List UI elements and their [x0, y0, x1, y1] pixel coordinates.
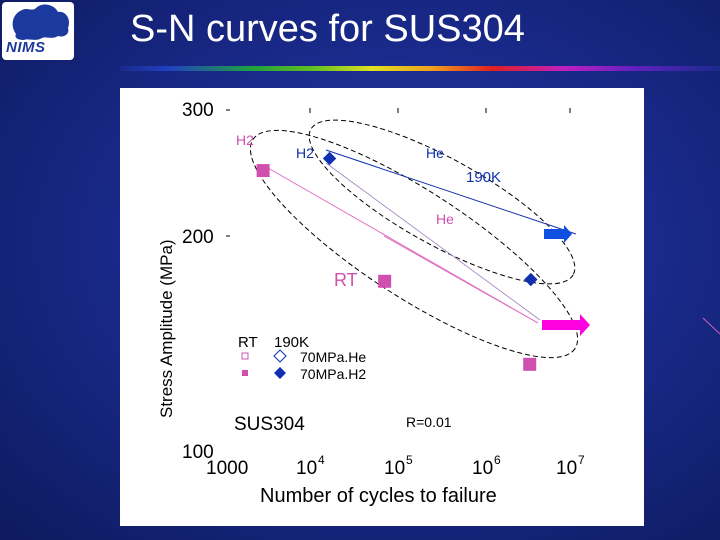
sn-chart: 300 200 100 1000 10 4 10 5 10 6: [157, 100, 590, 507]
nims-logo: NIMS: [2, 2, 74, 60]
envelope-ellipse-rt: [249, 129, 579, 359]
x-tick-base-1e4: 10: [296, 458, 317, 479]
data-point-70mpa-he-rt-0: [523, 357, 537, 371]
fit-line-190k: [325, 149, 577, 235]
chart-panel: 300 200 100 1000 10 4 10 5 10 6: [120, 88, 644, 526]
top-tick-marks: [309, 108, 571, 113]
x-tick-exp-1e7: 7: [578, 453, 585, 467]
annotation-h2-rt: H2: [236, 132, 254, 148]
y-tick-label-200: 200: [182, 227, 214, 248]
annotation-190k: 190K: [466, 169, 501, 186]
nims-logo-emblem: [12, 4, 70, 40]
x-tick-base-1e5: 10: [384, 458, 405, 479]
data-point-70mpa-h2-rt-1: [378, 274, 392, 288]
data-point-70mpa-h2-rt-0: [256, 164, 270, 178]
x-tick-exp-1e4: 4: [318, 453, 325, 467]
x-tick-exp-1e6: 6: [494, 453, 501, 467]
legend-header-190k: 190K: [274, 334, 309, 351]
legend-label-he: 70MPa.He: [300, 349, 366, 365]
x-tick-label-1000: 1000: [206, 458, 248, 479]
x-tick-label-1e6: 10 6: [472, 453, 501, 479]
material-label: SUS304: [234, 414, 305, 435]
x-tick-label-1e7: 10 7: [556, 453, 585, 479]
y-tick-label-300: 300: [182, 100, 214, 121]
x-tick-label-1e5: 10 5: [384, 453, 413, 479]
guide-line-rt-h2: [383, 235, 539, 324]
legend-label-h2: 70MPa.H2: [300, 366, 366, 382]
data-markers: [256, 151, 538, 371]
slide-title: S-N curves for SUS304: [130, 8, 525, 50]
annotation-he-190k: He: [426, 145, 444, 161]
legend-marker-rt-h2: [242, 370, 248, 376]
annotation-r-ratio: R=0.01: [406, 414, 452, 430]
x-tick-label-1e4: 10 4: [296, 453, 325, 479]
x-axis-label: Number of cycles to failure: [260, 485, 497, 507]
legend: RT 190K 70MPa.He 70MPa.H2: [238, 334, 366, 382]
y-tick-label-100: 100: [182, 442, 214, 463]
legend-header-rt: RT: [238, 334, 258, 351]
envelope-ellipse-190k: [308, 119, 576, 285]
x-tick-exp-1e5: 5: [406, 453, 413, 467]
legend-marker-190k-he: [273, 349, 287, 363]
annotation-rt: RT: [334, 270, 358, 290]
data-point-70mpa-h2-190k-0: [322, 151, 337, 166]
y-tick-marks: [226, 109, 230, 237]
runout-arrow-190k: [544, 225, 572, 243]
legend-marker-rt-he: [241, 352, 249, 360]
x-tick-base-1e7: 10: [556, 458, 577, 479]
guide-line-190k-h2: [325, 162, 541, 321]
data-point-70mpa-he-190k-0: [524, 272, 538, 287]
annotation-he-rt: He: [436, 211, 454, 227]
x-tick-base-1e6: 10: [472, 458, 493, 479]
logo-text: NIMS: [6, 39, 46, 56]
runout-arrow-rt: [542, 314, 590, 336]
annotation-h2-190k: H2: [296, 145, 314, 161]
legend-marker-190k-h2: [274, 367, 286, 379]
title-underline-bar: [120, 66, 720, 71]
y-axis-label: Stress Amplitude (MPa): [157, 239, 176, 418]
